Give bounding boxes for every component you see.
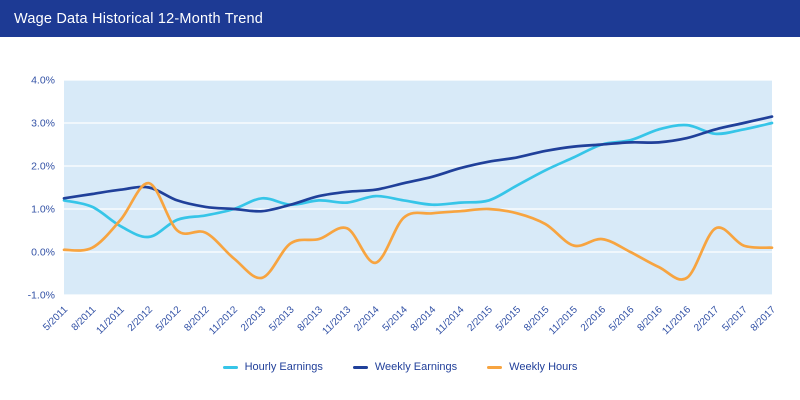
x-axis-label: 8/2017 [749, 304, 779, 334]
x-axis-label: 2/2014 [352, 304, 382, 334]
y-axis-label: 3.0% [31, 118, 55, 130]
series-line-weekly-earnings [62, 115, 774, 213]
x-axis-label: 5/2015 [494, 304, 524, 334]
legend-label: Hourly Earnings [244, 361, 323, 373]
plot-area [64, 80, 772, 295]
x-axis-label: 11/2016 [660, 304, 693, 337]
title-bar: Wage Data Historical 12-Month Trend [0, 0, 800, 37]
x-axis-label: 2/2015 [466, 304, 496, 334]
x-axis-label: 5/2012 [154, 304, 184, 334]
x-axis-label: 5/2014 [381, 304, 411, 334]
line-chart: 4.0%3.0%2.0%1.0%0.0%-1.0%5/2011 8/201111/… [28, 75, 779, 338]
chart-legend: Hourly Earnings Weekly Earnings Weekly Hou… [0, 361, 800, 373]
x-axis-label: 11/2011 [94, 304, 127, 337]
x-axis-label: 2/2012 [126, 304, 156, 334]
legend-item-weekly-hours[interactable]: Weekly Hours [487, 361, 577, 373]
x-axis-label: 11/2015 [547, 304, 580, 337]
legend-label: Weekly Earnings [374, 361, 458, 373]
x-axis-label: 5/2016 [607, 304, 637, 334]
legend-item-weekly-earnings[interactable]: Weekly Earnings [352, 361, 458, 373]
y-axis-label: 0.0% [31, 247, 55, 259]
legend-label: Weekly Hours [509, 361, 578, 373]
y-axis-label: 2.0% [31, 161, 55, 173]
chart-panel: 4.0% 3.0% 2.0% 1.0% 0.0% -1.0% 5/2011 8/2011 11/… [0, 70, 800, 374]
y-axis-label: 1.0% [31, 204, 55, 216]
x-axis-label: 11/2012 [207, 304, 240, 337]
legend-swatch [352, 365, 368, 369]
x-axis-label: 5/2013 [267, 304, 297, 334]
series-line-weekly-hours [62, 181, 774, 281]
y-axis-label: 4.0% [31, 75, 55, 87]
x-axis-label: 11/2013 [321, 304, 354, 337]
legend-item-hourly-earnings[interactable]: Hourly Earnings [222, 361, 323, 373]
x-axis-label: 5/2011 [41, 304, 70, 333]
x-axis-label: 11/2014 [434, 304, 467, 337]
series-line-hourly-earnings [62, 121, 774, 239]
x-axis-label: 2/2017 [692, 304, 722, 334]
x-axis-label: 5/2017 [720, 304, 750, 334]
page-title: Wage Data Historical 12-Month Trend [14, 10, 264, 27]
y-axis-label: -1.0% [28, 290, 55, 302]
x-axis-label: 2/2016 [579, 304, 609, 334]
legend-swatch [222, 365, 238, 369]
x-axis-label: 2/2013 [239, 304, 269, 334]
legend-swatch [487, 365, 503, 369]
